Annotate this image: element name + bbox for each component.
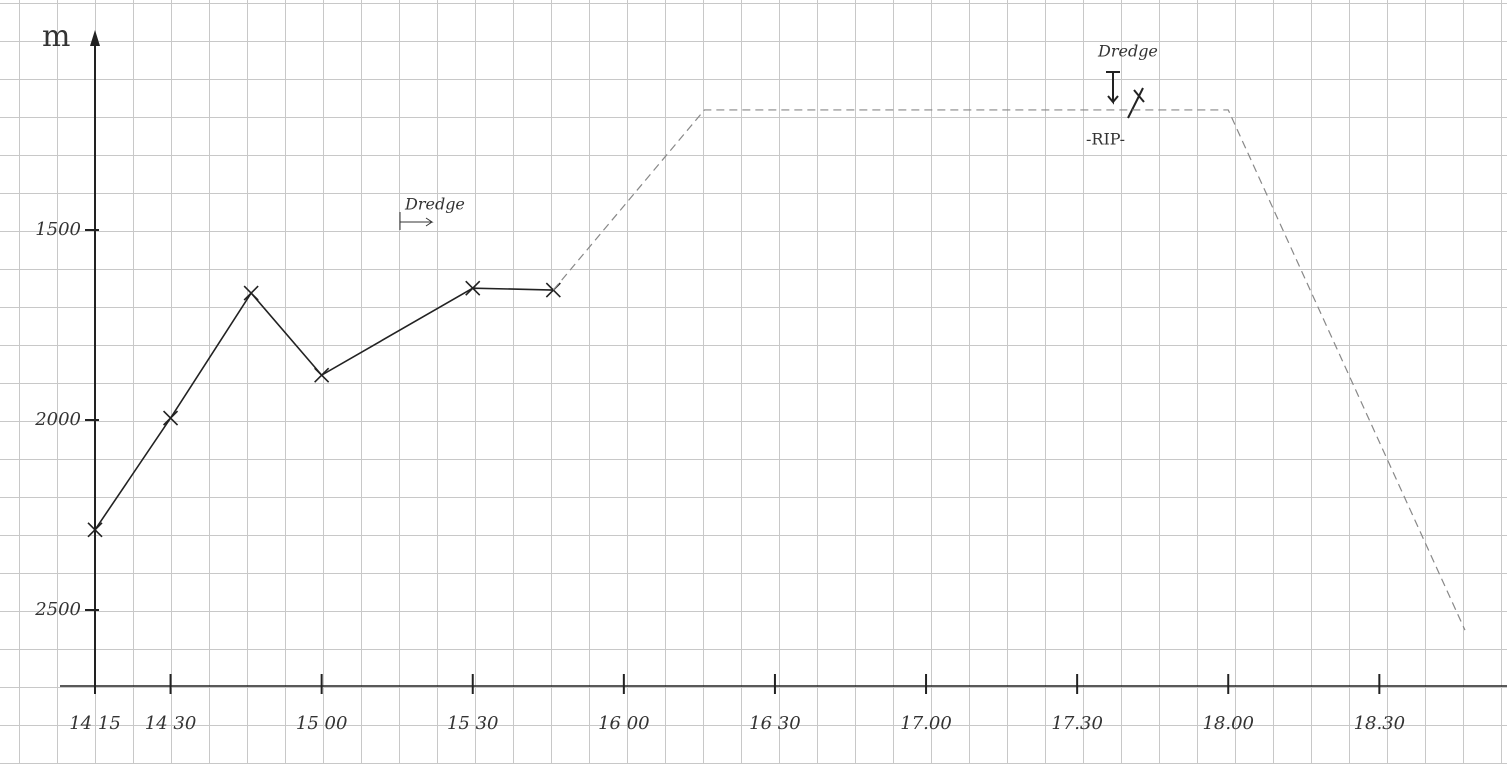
annotation: Dredge [1097,42,1158,61]
data-line [94,287,554,531]
data-line [552,109,1466,631]
annotation: Dredge [404,195,465,214]
x-tick-label: 15 30 [447,713,499,734]
y-tick-label: 2000 [34,409,81,430]
y-tick-label: 2500 [34,599,81,620]
data-marker [162,410,179,426]
x-tick-label: 16 30 [749,713,801,734]
x-tick-label: 14 30 [145,713,197,734]
y-axis-arrow [90,30,100,46]
x-tick-label: 18.00 [1202,713,1254,734]
data-marker [314,367,330,383]
data-marker [465,280,481,296]
arrow [1106,71,1145,119]
x-tick-label: 17.30 [1051,713,1103,734]
y-tick-label: 1500 [35,219,81,240]
x-tick-label: 16 00 [598,713,650,734]
y-axis-label: m [42,19,70,54]
data-marker [243,285,259,301]
arrow [399,212,434,230]
data-marker [87,522,103,538]
x-tick-label: 17.00 [900,713,952,734]
annotation: -RIP- [1086,130,1125,149]
x-tick-label: 14 15 [69,713,121,734]
x-tick-label: 18.30 [1354,713,1406,734]
x-tick-label: 15 00 [296,713,348,734]
